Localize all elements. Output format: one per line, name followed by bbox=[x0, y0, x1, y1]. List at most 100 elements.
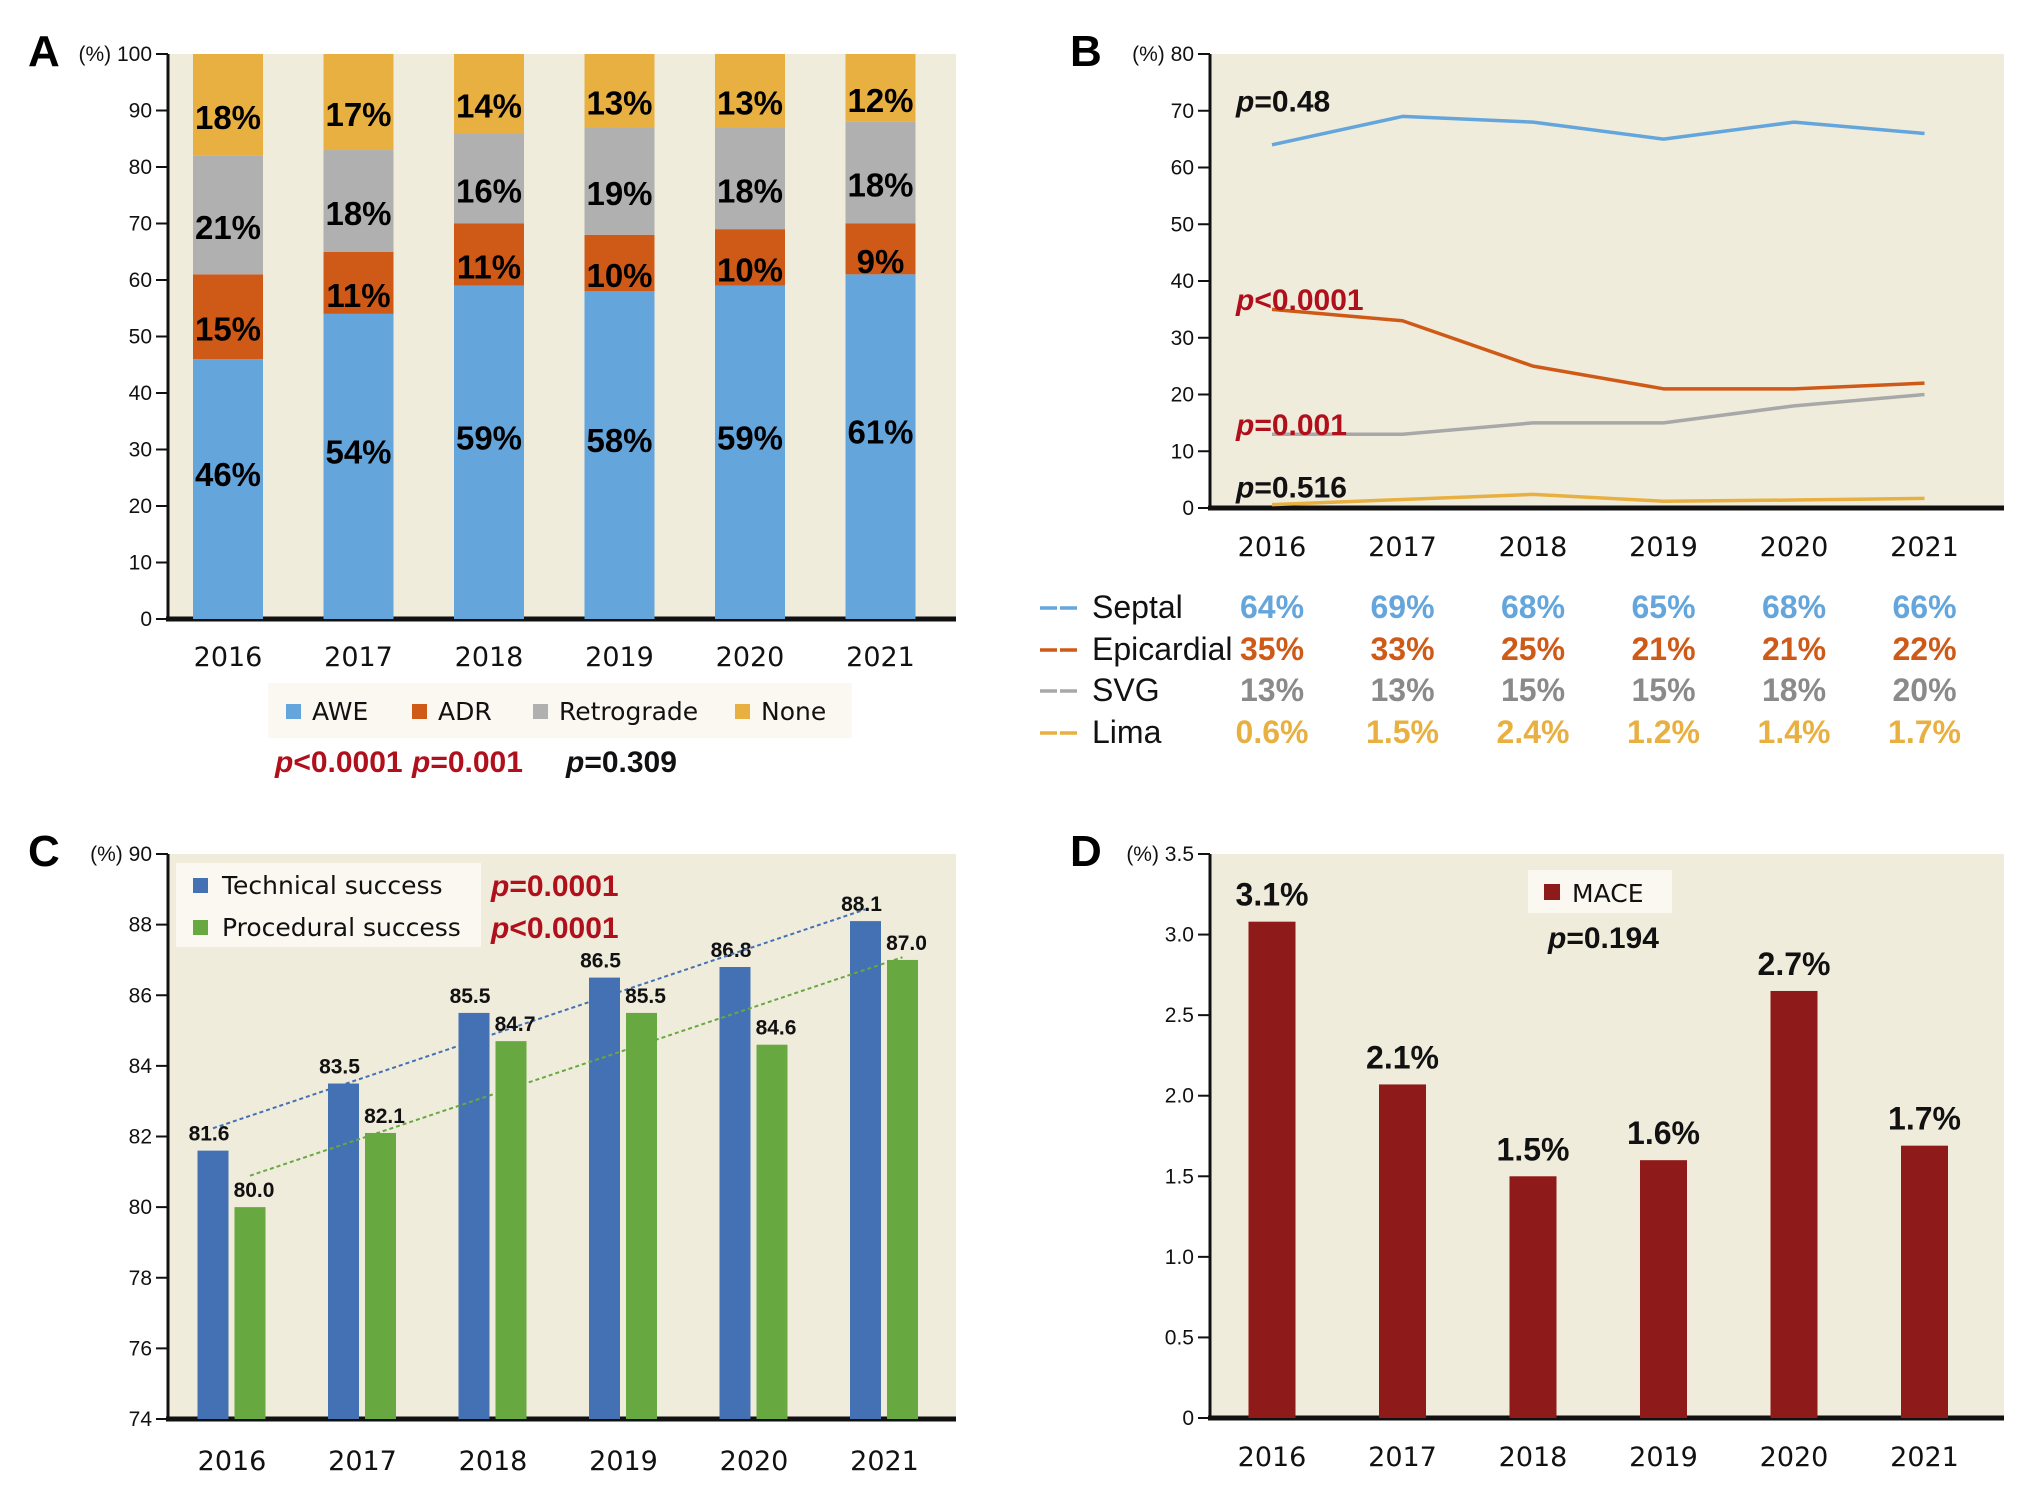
legend-box bbox=[176, 863, 481, 947]
data-label: 87.0 bbox=[886, 932, 927, 955]
panel-a: A 0 10 20 30 40 50 60 70 80 90 (%) 100 46% 15% 21% 18% 5… bbox=[28, 27, 956, 779]
p-symbol: p bbox=[565, 746, 584, 779]
bar-segment-awe bbox=[193, 359, 263, 619]
table-value: 2.4% bbox=[1497, 714, 1570, 750]
series-line-svg bbox=[1272, 392, 1925, 436]
bar-segment-adr bbox=[454, 223, 524, 286]
table-value: 65% bbox=[1631, 589, 1695, 625]
data-label: 86.8 bbox=[711, 939, 752, 962]
panel-label: A bbox=[28, 27, 60, 76]
x-tick-label: 2020 bbox=[1760, 532, 1829, 563]
panel-d-plot-area bbox=[1210, 854, 2004, 1418]
p-symbol: p bbox=[1547, 922, 1566, 955]
bar-mace bbox=[1640, 1160, 1687, 1418]
data-label: 18% bbox=[717, 172, 783, 209]
bar-segment-none bbox=[193, 54, 263, 156]
series-line-lima bbox=[1271, 492, 1925, 507]
p-value-label: p=0.001 bbox=[1235, 409, 1347, 442]
p-value: =0.194 bbox=[1566, 922, 1659, 955]
y-tick-label: (%) 3.5 bbox=[1126, 843, 1194, 866]
y-tick-label: 88 bbox=[129, 914, 152, 937]
table-value: 35% bbox=[1240, 631, 1304, 667]
y-tick-label: 10 bbox=[129, 552, 152, 575]
trend-line-procedural bbox=[249, 956, 903, 1177]
legend-label: MACE bbox=[1572, 879, 1643, 908]
p-symbol: p bbox=[1235, 409, 1254, 442]
y-tick-label: 50 bbox=[129, 326, 152, 349]
y-tick-label: 80 bbox=[129, 156, 152, 179]
x-tick-label: 2016 bbox=[1238, 1442, 1307, 1473]
x-tick-label: 2019 bbox=[1629, 1442, 1698, 1473]
bar-procedural bbox=[626, 1012, 657, 1419]
data-label: 18% bbox=[325, 195, 391, 232]
table-value: 18% bbox=[1762, 672, 1826, 708]
data-label: 1.5% bbox=[1497, 1131, 1570, 1167]
data-label: 83.5 bbox=[319, 1056, 360, 1079]
table-value: 21% bbox=[1631, 631, 1695, 667]
data-label: 84.6 bbox=[756, 1017, 797, 1040]
x-tick-label: 2017 bbox=[324, 642, 393, 673]
p-value-label: p=0.0001 bbox=[490, 870, 619, 903]
data-label: 21% bbox=[195, 209, 261, 246]
y-tick-label: 1.0 bbox=[1165, 1246, 1194, 1269]
bar-procedural bbox=[365, 1132, 396, 1419]
bar-technical bbox=[850, 921, 881, 1419]
legend-label: Lima bbox=[1092, 714, 1162, 750]
bar-technical bbox=[589, 977, 620, 1419]
data-label: 9% bbox=[857, 243, 905, 280]
p-value: =0.001 bbox=[430, 746, 523, 779]
data-label: 58% bbox=[586, 422, 652, 459]
series-line-septal bbox=[1271, 114, 1925, 147]
p-value: <0.0001 bbox=[293, 746, 402, 779]
x-tick-label: 2018 bbox=[459, 1446, 528, 1477]
bar-procedural bbox=[887, 959, 918, 1419]
y-tick-label: 0.5 bbox=[1165, 1326, 1194, 1349]
bar-segment-awe bbox=[454, 285, 524, 619]
bar-technical bbox=[328, 1083, 359, 1419]
table-value: 66% bbox=[1892, 589, 1956, 625]
data-label: 81.6 bbox=[189, 1123, 230, 1146]
x-tick-label: 2018 bbox=[1499, 1442, 1568, 1473]
legend-label: Septal bbox=[1092, 589, 1183, 625]
table-value: 21% bbox=[1762, 631, 1826, 667]
data-label: 15% bbox=[195, 311, 261, 348]
p-value: <0.0001 bbox=[1254, 284, 1363, 317]
y-tick-label: 40 bbox=[129, 382, 152, 405]
y-tick-label: 30 bbox=[129, 439, 152, 462]
data-label: 19% bbox=[586, 175, 652, 212]
p-symbol: p bbox=[1235, 471, 1254, 504]
legend-swatch bbox=[193, 878, 208, 893]
bar-segment-none bbox=[454, 54, 524, 134]
x-tick-label: 2018 bbox=[1499, 532, 1568, 563]
legend-swatch-adr bbox=[412, 704, 427, 719]
bar-technical bbox=[458, 1012, 490, 1419]
p-value: =0.0001 bbox=[509, 870, 618, 903]
data-label: 59% bbox=[456, 419, 522, 456]
legend-label: SVG bbox=[1092, 672, 1160, 708]
table-value: 13% bbox=[1370, 672, 1434, 708]
table-value: 1.7% bbox=[1888, 714, 1961, 750]
data-label: 11% bbox=[326, 277, 390, 314]
y-tick-label: 90 bbox=[129, 100, 152, 123]
bar-segment-adr bbox=[323, 251, 394, 314]
table-value: 33% bbox=[1370, 631, 1434, 667]
y-tick-label: 10 bbox=[1171, 440, 1194, 463]
y-tick-label: 50 bbox=[1171, 213, 1194, 236]
legend-label: ADR bbox=[438, 697, 492, 726]
legend-swatch-awe bbox=[286, 704, 301, 719]
x-tick-label: 2018 bbox=[455, 642, 524, 673]
y-tick-label: 30 bbox=[1171, 327, 1194, 350]
y-tick-label: 70 bbox=[1171, 100, 1194, 123]
y-tick-label: (%) 100 bbox=[78, 43, 152, 66]
panel-a-plot-area bbox=[168, 54, 956, 619]
table-value: 0.6% bbox=[1236, 714, 1309, 750]
bar-segment-retrograde bbox=[715, 127, 785, 230]
x-tick-label: 2017 bbox=[1368, 532, 1437, 563]
y-tick-label: 76 bbox=[129, 1337, 152, 1360]
legend-swatch-retrograde bbox=[533, 704, 548, 719]
bar-segment-none bbox=[584, 54, 655, 128]
bar-mace bbox=[1770, 990, 1818, 1418]
table-value: 15% bbox=[1501, 672, 1565, 708]
